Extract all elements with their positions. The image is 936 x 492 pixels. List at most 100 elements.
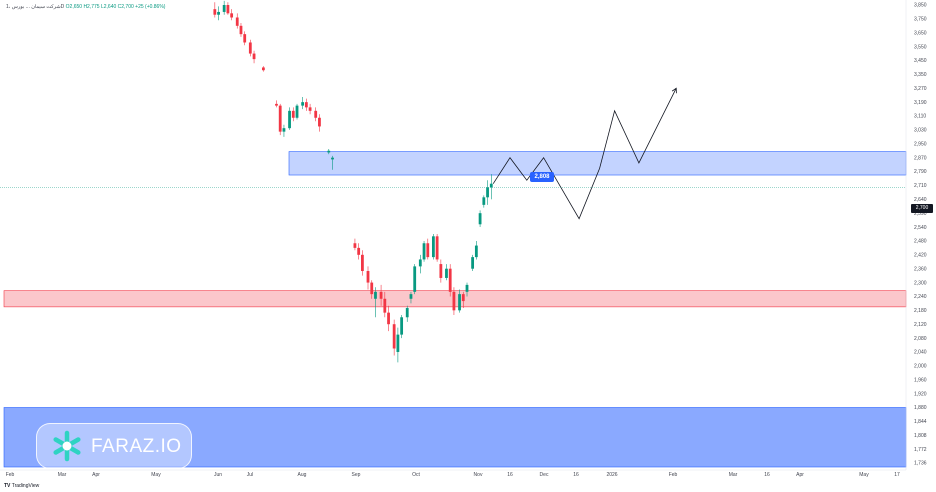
candle-body — [418, 259, 422, 267]
candle-body — [222, 5, 226, 12]
price-tick-label: 2,540 — [914, 225, 927, 231]
candle-body — [278, 105, 282, 132]
price-tick-label: 2,180 — [914, 308, 927, 314]
zone-lower — [3, 407, 907, 468]
candles-group — [213, 0, 493, 363]
candle-body — [366, 271, 370, 283]
candle-body — [213, 9, 217, 15]
candle-body — [318, 117, 321, 127]
price-tick-label: 3,030 — [914, 128, 927, 134]
time-tick-label: 16 — [573, 472, 579, 478]
faraz-logo-card: FARAZ.IO — [36, 423, 192, 469]
price-tick-label: 1,736 — [914, 461, 927, 467]
candle-body — [435, 236, 439, 260]
candle-body — [409, 294, 413, 299]
price-tick-label: 3,270 — [914, 86, 927, 92]
candle-body — [448, 268, 452, 292]
price-tick-label: 2,640 — [914, 197, 927, 203]
candle-body — [489, 183, 493, 188]
price-tick-label: 2,480 — [914, 239, 927, 245]
candle-body — [327, 150, 331, 153]
candle-body — [226, 5, 230, 14]
tradingview-brand: TV TradingView — [4, 483, 39, 489]
time-tick-label: Sep — [352, 472, 361, 478]
plot-background — [0, 0, 906, 470]
price-axis[interactable]: 3,850 3,750 3,650 3,550 3,450 3,350 3,270 3,190… — [914, 3, 927, 467]
time-axis[interactable]: Feb Mar Apr May Jun Jul Aug Sep Oct Nov 16 Dec 16 202… — [6, 472, 900, 478]
price-tick-label: 3,350 — [914, 72, 927, 78]
time-tick-label: Jul — [247, 472, 253, 478]
candle-body — [458, 294, 461, 311]
candle-body — [431, 236, 435, 258]
symbol-title: شرکت سیمان ... بورس ،1D — [6, 4, 65, 10]
price-tick-label: 2,120 — [914, 322, 927, 328]
projection-path-group — [492, 87, 677, 220]
price-tick-label: 1,808 — [914, 433, 927, 439]
price-tick-label: 2,590 — [914, 211, 927, 217]
candle-body — [426, 243, 430, 258]
time-tick-label: Jun — [214, 472, 222, 478]
price-tick-label: 1,880 — [914, 405, 927, 411]
time-tick-label: Feb — [6, 472, 15, 478]
price-tick-label: 1,920 — [914, 391, 927, 397]
candle-body — [301, 102, 305, 106]
time-tick-label: 2026 — [606, 472, 617, 478]
time-tick-label: 16 — [507, 472, 513, 478]
time-tick-label: May — [859, 472, 869, 478]
tradingview-logo-icon: TV — [4, 483, 11, 489]
candle-body — [471, 257, 475, 269]
candle-body — [295, 105, 299, 118]
candle-body — [405, 308, 409, 318]
time-tick-label: Mar — [58, 472, 67, 478]
candle-body — [357, 247, 361, 255]
candle-body — [445, 268, 448, 278]
candle-body — [252, 53, 256, 60]
price-tick-label: 3,110 — [914, 114, 926, 120]
candle-body — [291, 110, 295, 118]
candle-body — [452, 291, 456, 311]
price-tick-label: 2,000 — [914, 364, 927, 370]
target-price-label: 2,808 — [530, 172, 554, 182]
price-tick-label: 2,360 — [914, 266, 927, 272]
candle-body — [304, 102, 308, 108]
candle-body — [422, 243, 426, 260]
candle-body — [370, 282, 374, 295]
time-tick-label: 17 — [894, 472, 900, 478]
price-tick-label: 2,790 — [914, 169, 927, 175]
candle-body — [374, 291, 377, 299]
candle-body — [396, 334, 400, 352]
time-tick-label: Oct — [412, 472, 420, 478]
faraz-logo-text: FARAZ.IO — [91, 436, 182, 457]
candle-body — [439, 264, 443, 278]
time-tick-label: Apr — [92, 472, 100, 478]
candle-body — [400, 317, 404, 335]
price-tick-label: 2,240 — [914, 294, 927, 300]
candle-body — [465, 284, 469, 292]
tradingview-brand-text: TradingView — [11, 483, 40, 489]
candle-body — [243, 34, 247, 43]
time-tick-label: May — [151, 472, 161, 478]
price-tick-label: 1,960 — [914, 377, 927, 383]
candle-body — [282, 128, 286, 132]
price-tick-label: 3,750 — [914, 17, 927, 23]
candle-body — [248, 42, 252, 54]
current-price-tag: 2,700 — [911, 204, 933, 213]
candle-body — [482, 197, 486, 205]
price-tick-label: 2,040 — [914, 350, 927, 356]
price-tick-label: 2,710 — [914, 183, 927, 189]
price-tick-label: 2,420 — [914, 253, 927, 259]
candle-body — [379, 291, 383, 299]
price-tick-label: 1,772 — [914, 447, 927, 453]
candle-body — [478, 213, 482, 225]
projection-path — [492, 88, 677, 220]
candle-body — [383, 298, 387, 313]
ohlc-readout: O2,650 H2,775 L2,640 C2,700 +25 (+0.86%) — [65, 4, 166, 10]
time-tick-label: 16 — [764, 472, 770, 478]
price-tick-label: 3,450 — [914, 58, 927, 64]
time-tick-label: Mar — [729, 472, 738, 478]
time-tick-label: Nov — [474, 472, 483, 478]
candle-body — [288, 110, 291, 129]
candle-body — [239, 25, 243, 35]
price-tick-label: 2,080 — [914, 336, 927, 342]
